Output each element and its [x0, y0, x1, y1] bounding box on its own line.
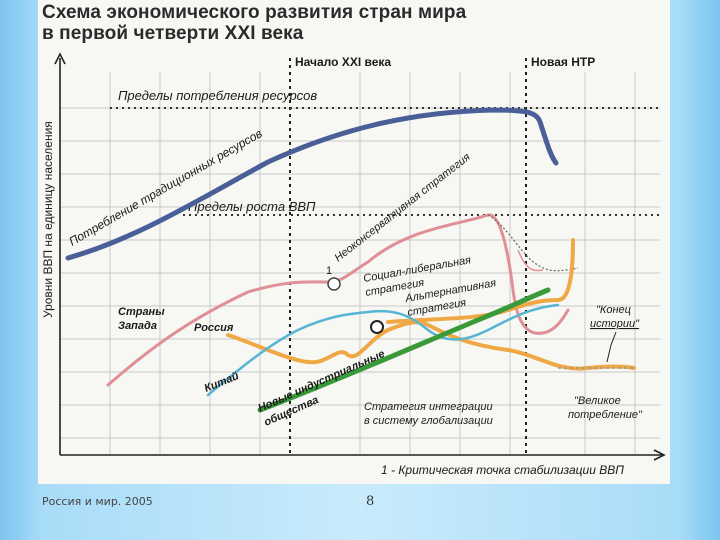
development-diagram: Начало XXI века Новая НТР Пределы потреб… — [41, 52, 666, 477]
neoconservative-label: Неоконсервативная стратегия — [332, 151, 472, 264]
west-curve — [106, 213, 570, 387]
great-consumption-label-1: "Великое — [574, 395, 621, 407]
west-dotted-branch — [487, 214, 579, 272]
end-of-history-label-1: "Конец — [596, 304, 631, 316]
point-number-label: 1 — [326, 265, 332, 277]
traditional-resources-label: Потребление традиционных ресурсов — [67, 126, 265, 248]
end-of-history-pointer — [606, 331, 617, 363]
traditional-resources-text: Потребление традиционных ресурсов — [67, 126, 265, 248]
west-thin-branch — [517, 249, 544, 272]
footnote: 1 - Критическая точка стабилизации ВВП — [381, 463, 624, 477]
end-of-history-label-2: истории" — [590, 318, 640, 330]
russia-label: Россия — [194, 322, 234, 334]
critical-point-west — [327, 277, 341, 291]
great-consumption-label-2: потребление" — [568, 409, 643, 421]
gdp-limit-label: Пределы роста ВВП — [188, 199, 316, 214]
traditional-resources-curve — [65, 107, 559, 261]
china-curve — [206, 303, 560, 397]
russia-upper-branch — [386, 238, 575, 324]
figure-title: Схема экономического развития стран мира… — [42, 2, 466, 44]
west-label-1: Страны — [118, 306, 165, 318]
new-industrial-curve — [257, 287, 551, 413]
china-label: Китай — [203, 370, 241, 395]
title-line-2: в первой четверти XXI века — [42, 23, 304, 44]
y-axis-label: Уровни ВВП на единицу населения — [41, 121, 55, 318]
neoconservative-text: Неоконсервативная стратегия — [332, 151, 472, 264]
page-number: 8 — [366, 494, 375, 509]
consumption-limit-label: Пределы потребления ресурсов — [118, 88, 317, 103]
source-footer: Россия и мир. 2005 — [42, 495, 153, 508]
start-century-label: Начало XXI века — [295, 55, 391, 69]
russia-curve — [226, 320, 636, 371]
west-label-2: Запада — [118, 320, 157, 332]
critical-point-russia — [370, 320, 384, 334]
scanned-figure: Схема экономического развития стран мира… — [38, 0, 670, 484]
new-ntr-label: Новая НТР — [531, 55, 595, 69]
integration-label-2: в систему глобализации — [364, 415, 493, 427]
integration-label-1: Стратегия интеграции — [364, 401, 493, 413]
title-line-1: Схема экономического развития стран мира — [42, 2, 467, 23]
y-axis-arrow — [54, 52, 66, 65]
x-axis-arrow — [653, 449, 666, 461]
